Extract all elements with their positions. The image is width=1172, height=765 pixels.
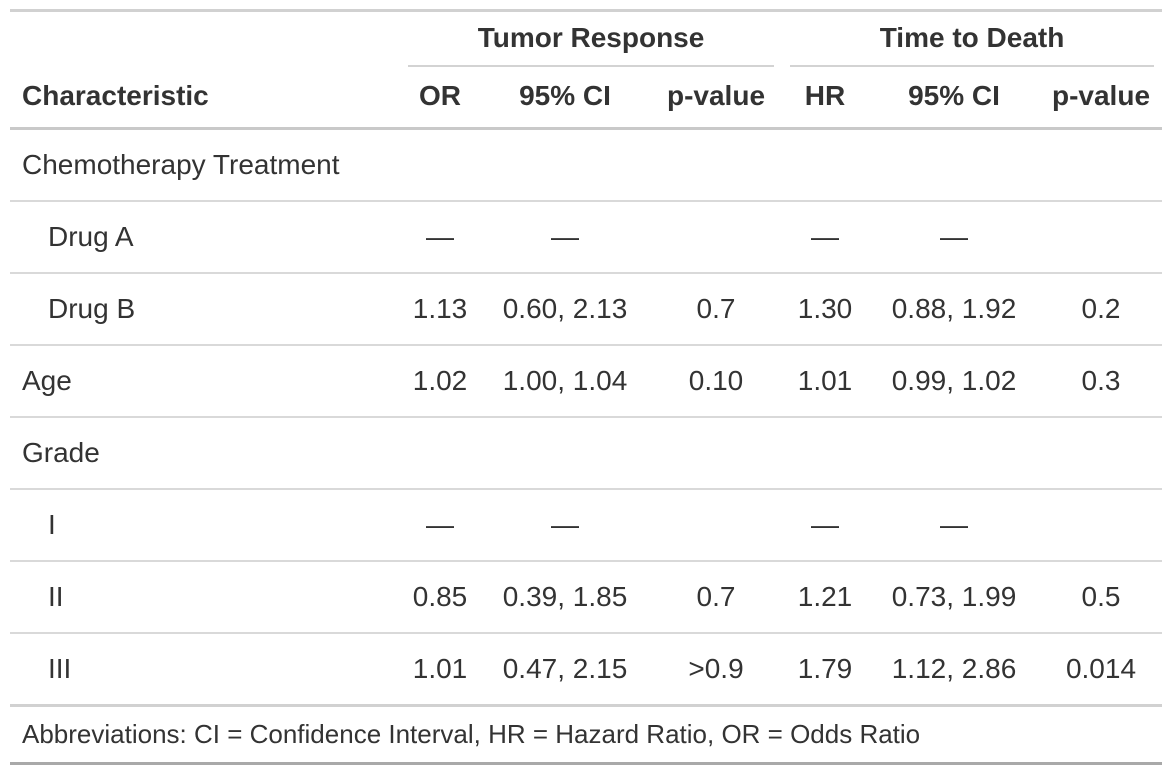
table-row-age: Age 1.02 1.00, 1.04 0.10 1.01 0.99, 1.02… — [10, 344, 1162, 417]
cell-pvalue-death — [1040, 488, 1162, 561]
table-row-drug-b: Drug B 1.13 0.60, 2.13 0.7 1.30 0.88, 1.… — [10, 272, 1162, 345]
cell-hr: 1.21 — [782, 560, 868, 633]
row-label: Chemotherapy Treatment — [22, 149, 340, 180]
cell-or: 1.13 — [400, 272, 480, 345]
cell-hr: 1.30 — [782, 272, 868, 345]
cell-pvalue-tumor — [650, 416, 782, 489]
column-header-pvalue-death: p-value — [1040, 67, 1162, 130]
cell-hr: — — [782, 200, 868, 273]
cell-hr: 1.79 — [782, 632, 868, 706]
cell-ci-death: — — [868, 200, 1040, 273]
row-label: Age — [10, 344, 400, 417]
spanner-spacer — [10, 11, 400, 68]
cell-pvalue-tumor: >0.9 — [650, 632, 782, 706]
row-label: Grade — [10, 416, 400, 489]
column-header-or: OR — [400, 67, 480, 130]
cell-pvalue-death: 0.5 — [1040, 560, 1162, 633]
table-footnote: Abbreviations: CI = Confidence Interval,… — [10, 704, 1162, 764]
cell-ci-tumor: — — [480, 200, 650, 273]
row-label: I — [10, 488, 400, 561]
cell-pvalue-tumor — [650, 488, 782, 561]
cell-pvalue-tumor: 0.10 — [650, 344, 782, 417]
cell-hr: 1.01 — [782, 344, 868, 417]
cell-ci-death: 0.88, 1.92 — [868, 272, 1040, 345]
cell-or — [400, 129, 480, 202]
column-header-ci-tumor: 95% CI — [480, 67, 650, 130]
cell-or: — — [400, 200, 480, 273]
cell-pvalue-death — [1040, 129, 1162, 202]
footnote-row: Abbreviations: CI = Confidence Interval,… — [10, 704, 1162, 764]
cell-hr: — — [782, 488, 868, 561]
cell-ci-tumor: 0.60, 2.13 — [480, 272, 650, 345]
cell-or: 0.85 — [400, 560, 480, 633]
column-header-pvalue-tumor: p-value — [650, 67, 782, 130]
cell-pvalue-tumor — [650, 129, 782, 202]
cell-ci-tumor: — — [480, 488, 650, 561]
cell-or: 1.01 — [400, 632, 480, 706]
cell-ci-death: 0.99, 1.02 — [868, 344, 1040, 417]
column-header-characteristic: Characteristic — [10, 67, 400, 130]
table-row-chemotherapy-treatment: Chemotherapy Treatment — [10, 129, 1162, 202]
cell-or — [400, 416, 480, 489]
cell-hr — [782, 129, 868, 202]
cell-pvalue-tumor — [650, 200, 782, 273]
cell-or: — — [400, 488, 480, 561]
table-row-grade-ii: II 0.85 0.39, 1.85 0.7 1.21 0.73, 1.99 0… — [10, 560, 1162, 633]
cell-pvalue-death: 0.2 — [1040, 272, 1162, 345]
cell-ci-tumor — [480, 416, 650, 489]
cell-pvalue-death — [1040, 200, 1162, 273]
row-label: Drug A — [10, 200, 400, 273]
row-label: III — [10, 632, 400, 706]
column-header-ci-death: 95% CI — [868, 67, 1040, 130]
cell-ci-death — [868, 416, 1040, 489]
cell-pvalue-death — [1040, 416, 1162, 489]
cell-pvalue-death: 0.3 — [1040, 344, 1162, 417]
cell-ci-tumor: 0.47, 2.15 — [480, 632, 650, 706]
column-header-hr: HR — [782, 67, 868, 130]
spanner-tumor-response-underline: Tumor Response — [408, 22, 774, 67]
spanner-time-to-death-label: Time to Death — [879, 22, 1065, 53]
cell-ci-tumor: 0.39, 1.85 — [480, 560, 650, 633]
cell-pvalue-death: 0.014 — [1040, 632, 1162, 706]
cell-ci-death: 1.12, 2.86 — [868, 632, 1040, 706]
spanner-time-to-death-underline: Time to Death — [790, 22, 1154, 67]
spanner-tumor-response-label: Tumor Response — [477, 22, 705, 53]
table-row-grade-iii: III 1.01 0.47, 2.15 >0.9 1.79 1.12, 2.86… — [10, 632, 1162, 706]
table-row-drug-a: Drug A — — — — — [10, 200, 1162, 273]
cell-or: 1.02 — [400, 344, 480, 417]
cell-ci-tumor — [480, 129, 650, 202]
spanner-time-to-death: Time to Death — [782, 11, 1162, 67]
cell-ci-death: — — [868, 488, 1040, 561]
row-label: II — [10, 560, 400, 633]
cell-hr — [782, 416, 868, 489]
cell-ci-death: 0.73, 1.99 — [868, 560, 1040, 633]
table-row-grade: Grade — [10, 416, 1162, 489]
cell-ci-death — [868, 129, 1040, 202]
spanner-tumor-response: Tumor Response — [400, 11, 782, 67]
cell-pvalue-tumor: 0.7 — [650, 560, 782, 633]
column-header-row: Characteristic OR 95% CI p-value HR 95% … — [10, 67, 1162, 130]
summary-table: Tumor Response Time to Death Characteris… — [10, 9, 1162, 765]
cell-ci-tumor: 1.00, 1.04 — [480, 344, 650, 417]
table-row-grade-i: I — — — — — [10, 488, 1162, 561]
cell-pvalue-tumor: 0.7 — [650, 272, 782, 345]
row-label: Drug B — [10, 272, 400, 345]
spanner-row: Tumor Response Time to Death — [10, 11, 1162, 68]
